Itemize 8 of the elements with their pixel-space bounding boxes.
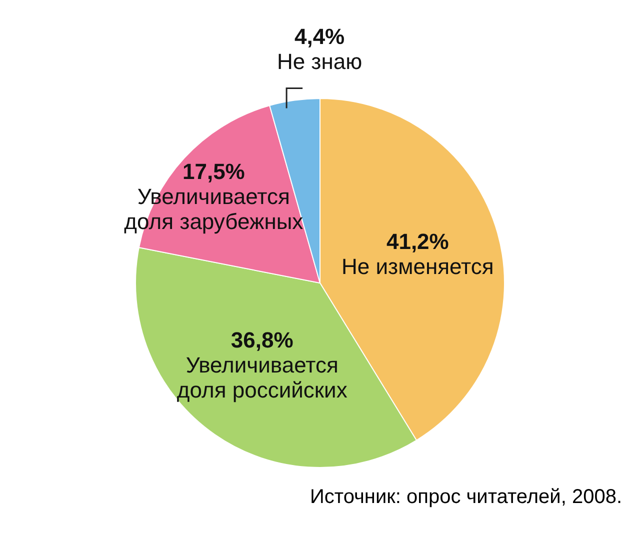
slice-label: Не изменяется xyxy=(342,254,494,279)
data-label: 4,4% xyxy=(294,24,345,49)
data-label: 17,5% xyxy=(182,159,245,184)
slice-label: Увеличивается доля российских xyxy=(176,352,348,402)
data-label: 41,2% xyxy=(386,228,449,254)
text: Источник: опрос читателей, 2008. xyxy=(309,486,623,509)
data-label: 36,8% xyxy=(230,327,294,352)
slice-label: Не знаю xyxy=(276,48,362,74)
